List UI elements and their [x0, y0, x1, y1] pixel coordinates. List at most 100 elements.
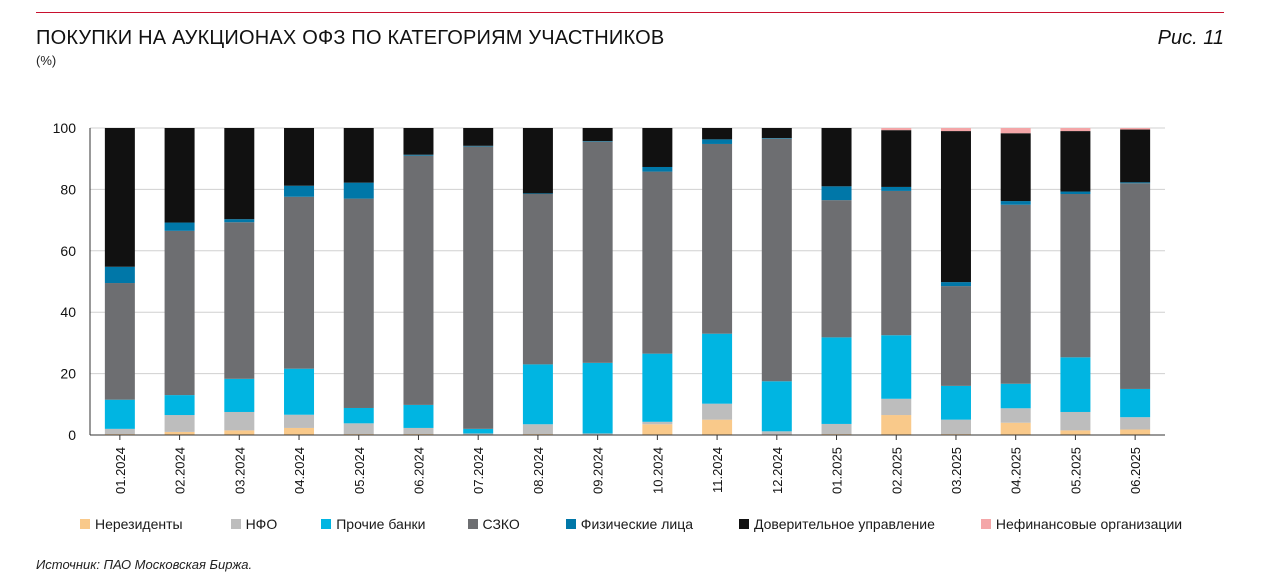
legend-swatch — [80, 519, 90, 529]
bar-segment — [761, 138, 792, 382]
bar-stack — [940, 128, 971, 435]
bar-segment — [940, 128, 971, 132]
bar-segment — [1000, 201, 1031, 205]
bar-segment — [343, 182, 374, 199]
bar-segment — [1000, 204, 1031, 384]
bar-segment — [284, 128, 315, 186]
bar-segment — [284, 196, 315, 369]
bar-segment — [642, 353, 673, 422]
bar-segment — [881, 415, 912, 435]
bar-segment — [403, 154, 434, 156]
x-tick-label: 02.2025 — [889, 447, 904, 494]
bar-segment — [164, 395, 195, 416]
bar-segment — [463, 145, 494, 147]
bar-segment — [522, 194, 553, 365]
bar-segment — [343, 407, 374, 424]
bar-segment — [702, 403, 733, 420]
x-tick-label: 01.2024 — [113, 447, 128, 494]
x-tick-label: 02.2024 — [173, 447, 188, 494]
bar-segment — [940, 419, 971, 435]
bar-segment — [343, 128, 374, 183]
legend-item: Доверительное управление — [739, 516, 935, 532]
bar-segment — [403, 128, 434, 155]
y-tick-label: 80 — [60, 181, 76, 197]
x-tick-label: 04.2025 — [1009, 447, 1024, 494]
legend-item: Нефинансовые организации — [980, 516, 1183, 532]
legend-label: Доверительное управление — [754, 516, 935, 532]
bar-stack — [104, 128, 135, 435]
bar-segment — [582, 141, 613, 363]
bar-segment — [1060, 411, 1091, 431]
y-tick-label: 40 — [60, 304, 76, 320]
bar-segment — [104, 428, 135, 435]
y-tick-label: 20 — [60, 366, 76, 382]
legend-swatch — [467, 519, 478, 529]
chart-svg: 0 20 40 60 80 100 01.2024 02.2024 03.2024 04.202… — [53, 120, 1165, 494]
x-tick-label: 04.2024 — [292, 447, 307, 494]
bar-segment — [463, 146, 494, 429]
bar-segment — [1060, 194, 1091, 358]
bar-segment — [821, 200, 852, 338]
bar-stack — [343, 128, 374, 435]
figure-label: Рис. 11 — [1157, 27, 1224, 49]
bar-stack — [1060, 128, 1091, 435]
bar-segment — [761, 128, 792, 139]
x-tick-label: 03.2025 — [949, 447, 964, 494]
bar-segment — [224, 430, 255, 435]
bar-stack — [881, 128, 912, 435]
legend-swatch — [565, 519, 576, 529]
legend-swatch — [739, 519, 749, 529]
bar-segment — [463, 128, 494, 146]
bar-segment — [224, 128, 255, 220]
bar-segment — [940, 286, 971, 386]
x-axis-ticks: 01.2024 02.2024 03.2024 04.2024 05.2024 06.20… — [113, 435, 1143, 494]
bar-stack — [761, 128, 792, 435]
bar-stack — [224, 128, 255, 435]
bar-stack — [522, 128, 553, 435]
bar-segment — [224, 411, 255, 431]
bar-segment — [343, 423, 374, 435]
bar-segment — [1060, 430, 1091, 435]
bar-segment — [881, 335, 912, 399]
y-tick-label: 100 — [53, 120, 77, 136]
bar-stack — [821, 128, 852, 435]
bar-segment — [642, 421, 673, 425]
legend-label: Нефинансовые организации — [995, 516, 1183, 532]
bar-segment — [522, 193, 553, 195]
bar-segment — [284, 427, 315, 435]
y-tick-label: 0 — [68, 427, 76, 443]
bar-segment — [104, 283, 135, 400]
bar-segment — [702, 128, 733, 140]
bar-stack — [1000, 128, 1031, 435]
source-note: Источник: ПАО Московская Биржа. — [36, 557, 253, 572]
bar-stack — [1120, 128, 1151, 435]
bar-segment — [642, 171, 673, 354]
bar-segment — [881, 190, 912, 336]
bar-segment — [1120, 129, 1151, 183]
unit-label: (%) — [36, 53, 57, 68]
y-tick-label: 60 — [60, 243, 76, 259]
legend-swatch — [980, 519, 991, 529]
bar-segment — [881, 130, 912, 187]
bar-segment — [463, 428, 494, 434]
top-rule — [36, 12, 1224, 13]
x-tick-label: 09.2024 — [591, 447, 606, 494]
x-tick-label: 03.2024 — [232, 447, 247, 494]
legend-swatch — [321, 519, 332, 529]
bar-segment — [761, 138, 792, 139]
bar-segment — [761, 431, 792, 435]
bar-segment — [1000, 133, 1031, 202]
x-tick-label: 06.2024 — [411, 447, 426, 494]
bar-segment — [821, 337, 852, 424]
bar-segment — [582, 433, 613, 435]
legend-label: Физические лица — [580, 516, 693, 532]
gridlines — [90, 127, 1165, 375]
x-tick-label: 07.2024 — [471, 447, 486, 494]
bars — [104, 128, 1151, 435]
bar-segment — [104, 128, 135, 267]
bar-segment — [642, 128, 673, 167]
bar-segment — [463, 433, 494, 435]
bar-stack — [702, 128, 733, 435]
bar-segment — [522, 128, 553, 194]
legend-item: Прочие банки — [321, 516, 426, 532]
